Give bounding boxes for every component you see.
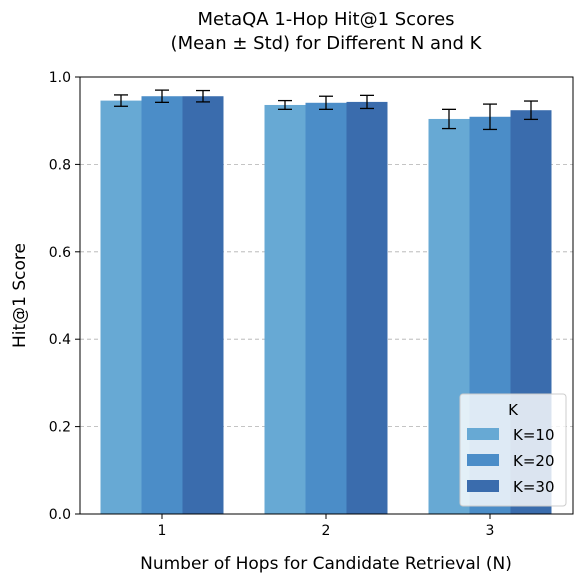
chart-title-line-1: MetaQA 1-Hop Hit@1 Scores [197, 9, 454, 30]
error-bars [114, 89, 538, 131]
y-tick-label: 0.4 [49, 332, 71, 348]
bar-K=30-n2 [346, 101, 388, 514]
legend-box [459, 393, 567, 507]
y-axis-label: Hit@1 Score [10, 243, 30, 348]
legend-swatch-K=20 [467, 454, 499, 466]
bar-K=30-n1 [182, 96, 224, 514]
bar-K=20-n1 [141, 96, 183, 514]
bar-K=10-n2 [264, 104, 306, 514]
legend-title: K [508, 401, 519, 419]
legend-label: K=10 [513, 426, 555, 444]
y-tick-label: 0.2 [49, 420, 71, 436]
x-tick-label: 3 [486, 523, 495, 539]
legend: K K=10 K=20 K=30 [459, 393, 567, 507]
y-axis-ticks: 0.0 0.2 0.4 0.6 0.8 1.0 [49, 70, 80, 523]
bar-K=20-n2 [305, 102, 347, 515]
y-tick-label: 1.0 [49, 70, 71, 86]
legend-swatch-K=10 [467, 428, 499, 440]
y-tick-label: 0.6 [49, 245, 71, 261]
y-tick-label: 0.0 [49, 507, 71, 523]
bar-K=10-n1 [100, 100, 142, 515]
x-tick-label: 1 [158, 523, 167, 539]
legend-label: K=30 [513, 478, 555, 496]
x-axis-ticks: 1 2 3 [158, 514, 495, 539]
bars [100, 96, 552, 515]
x-tick-label: 2 [322, 523, 331, 539]
chart-title-line-2: (Mean ± Std) for Different N and K [171, 33, 483, 54]
x-axis-label: Number of Hops for Candidate Retrieval (… [140, 554, 512, 574]
legend-swatch-K=30 [467, 480, 499, 492]
y-tick-label: 0.8 [49, 157, 71, 173]
legend-label: K=20 [513, 452, 555, 470]
